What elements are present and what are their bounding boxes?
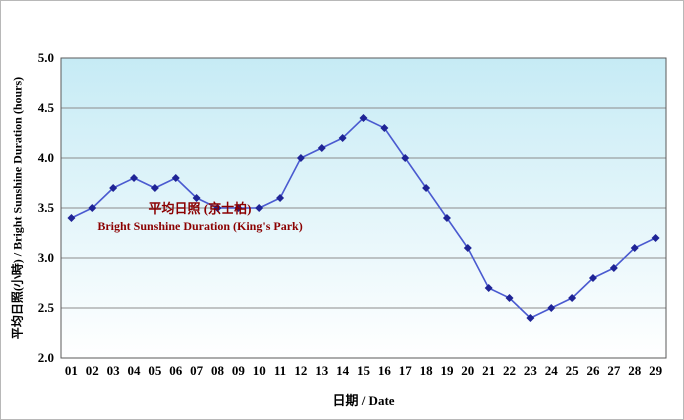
data-point-marker [401,154,410,162]
x-tick-label: 16 [378,363,392,378]
x-tick-label: 08 [211,363,225,378]
data-point-marker [67,214,76,222]
data-point-marker [463,244,472,252]
x-tick-label: 02 [86,363,99,378]
x-tick-label: 12 [294,363,307,378]
x-tick-label: 20 [461,363,474,378]
y-tick-label: 2.5 [38,300,55,315]
data-point-marker [422,184,431,192]
x-tick-label: 03 [107,363,121,378]
data-point-marker [171,174,180,182]
x-tick-label: 25 [566,363,580,378]
x-tick-label: 19 [440,363,454,378]
x-tick-label: 17 [399,363,413,378]
x-tick-label: 18 [420,363,434,378]
gridlines-layer [61,107,666,309]
chart-annotation: 平均日照 (京士柏) Bright Sunshine Duration (Kin… [93,200,307,234]
x-tick-label: 13 [315,363,329,378]
x-tick-label: 07 [190,363,204,378]
data-point-marker [651,234,660,242]
data-point-marker [442,214,451,222]
x-tick-label: 22 [503,363,516,378]
x-tick-label: 21 [482,363,495,378]
data-point-marker [255,204,264,212]
x-tick-label: 23 [524,363,538,378]
y-tick-label: 3.0 [38,250,54,265]
data-point-marker [296,154,305,162]
data-point-marker [630,244,639,252]
data-point-marker [359,114,368,122]
x-tick-label: 24 [545,363,559,378]
x-axis-title: 日期 / Date [332,393,395,408]
plot-border [60,57,667,359]
data-point-marker [380,124,389,132]
data-point-marker [317,144,326,152]
x-tick-label: 04 [128,363,142,378]
data-point-marker [526,314,535,322]
series-layer [67,114,660,322]
data-point-marker [213,204,222,212]
x-tick-label: 26 [586,363,600,378]
data-point-marker [588,274,597,282]
y-axis-title: 平均日照(小時) / Bright Sunshine Duration (hou… [10,76,25,340]
y-tick-label: 4.5 [38,100,55,115]
x-tick-label: 29 [649,363,663,378]
data-point-marker [88,204,97,212]
data-point-marker [130,174,139,182]
x-tick-label: 11 [274,363,286,378]
axes-layer [60,57,667,359]
x-tick-label: 10 [253,363,266,378]
data-point-marker [484,284,493,292]
x-tick-label: 05 [148,363,162,378]
data-point-marker [276,194,285,202]
x-tick-label: 01 [65,363,78,378]
x-tick-label: 15 [357,363,371,378]
y-tick-label: 5.0 [38,50,54,65]
x-tick-label: 14 [336,363,350,378]
tick-labels-layer: 2.0 2.5 3.0 3.5 4.0 4.5 5.0 01 02 03 04 05 06 07 08 09 1… [38,50,663,378]
x-tick-label: 27 [607,363,621,378]
annotation-line-english: Bright Sunshine Duration (King's Park) [97,218,303,233]
y-tick-label: 2.0 [38,350,54,365]
data-point-marker [150,184,159,192]
x-tick-label: 09 [232,363,246,378]
data-point-marker [192,194,201,202]
x-tick-label: 28 [628,363,642,378]
data-point-marker [505,294,514,302]
data-point-marker [109,184,118,192]
data-point-marker [234,204,243,212]
data-point-marker [338,134,347,142]
data-point-marker [609,264,618,272]
x-tick-label: 06 [169,363,183,378]
y-tick-label: 4.0 [38,150,54,165]
annotation-line-chinese: 平均日照 (京士柏) [148,201,252,216]
data-point-marker [547,304,556,312]
data-point-marker [568,294,577,302]
y-tick-label: 3.5 [38,200,55,215]
